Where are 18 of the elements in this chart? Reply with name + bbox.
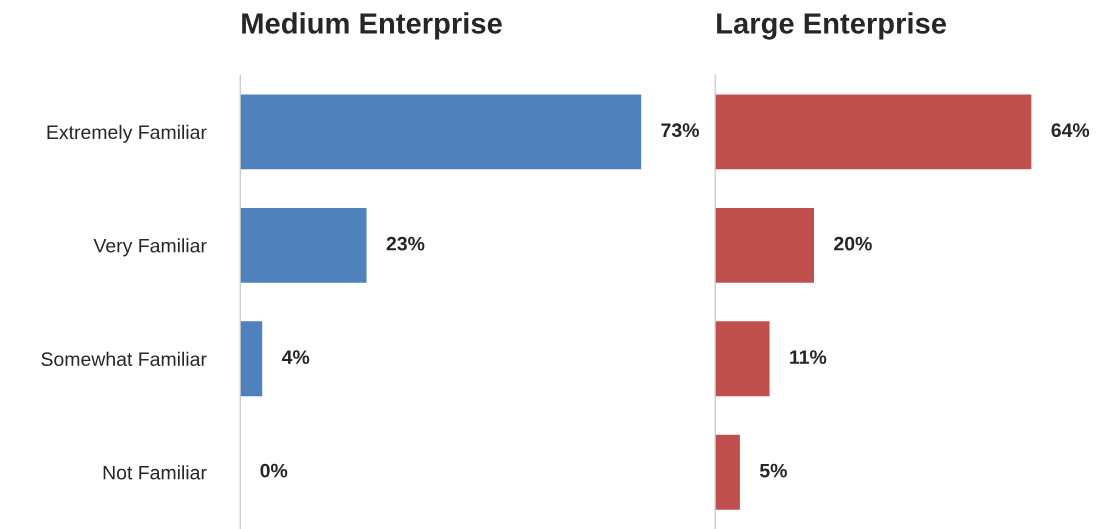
data-label: 5% bbox=[759, 463, 787, 478]
bar bbox=[715, 321, 770, 397]
data-label: 20% bbox=[834, 236, 872, 251]
data-label: 0% bbox=[260, 463, 288, 478]
data-label: 73% bbox=[661, 123, 699, 138]
y-tick-label: Extremely Familiar bbox=[47, 124, 207, 143]
bar bbox=[715, 434, 740, 510]
chart-title: Medium Enterprise bbox=[242, 12, 502, 40]
chart-title: Large Enterprise bbox=[717, 12, 946, 40]
bar bbox=[715, 207, 814, 283]
data-label: 4% bbox=[281, 350, 310, 364]
data-label: 11% bbox=[790, 350, 827, 364]
y-tick-label: Very Familiar bbox=[93, 238, 207, 257]
y-tick-label: Somewhat Familiar bbox=[41, 351, 207, 367]
y-tick-label: Not Familiar bbox=[103, 465, 207, 480]
data-label: 64% bbox=[1051, 123, 1090, 138]
bar bbox=[715, 94, 1032, 170]
data-label: 23% bbox=[386, 236, 425, 251]
